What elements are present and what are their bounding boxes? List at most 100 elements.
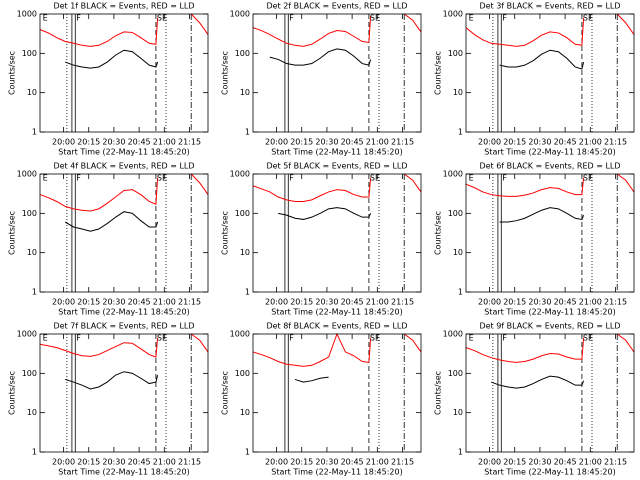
x-tick-label: 20:00 xyxy=(52,458,75,467)
panel: Det 9f BLACK = Events, RED = LLD Counts/s… xyxy=(434,322,635,477)
plot-frame xyxy=(39,173,209,293)
x-tick-label: 21:00 xyxy=(366,298,389,307)
panel: Det 4f BLACK = Events, RED = LLD Counts/s… xyxy=(8,162,209,317)
y-tick-label: 1 xyxy=(245,288,250,297)
annotation: F xyxy=(502,334,507,343)
y-axis-label: Counts/sec xyxy=(8,211,17,255)
annotation: F xyxy=(502,14,507,23)
x-axis-label: Start Time (22-May-11 18:45:20) xyxy=(58,308,189,317)
x-tick-label: 21:00 xyxy=(579,298,602,307)
x-tick-label: 20:00 xyxy=(265,298,288,307)
x-tick-label: 21:00 xyxy=(366,458,389,467)
x-tick-label: 20:30 xyxy=(315,138,338,147)
x-tick-label: 20:45 xyxy=(554,138,577,147)
panel: Det 3f BLACK = Events, RED = LLD Counts/s… xyxy=(434,2,635,157)
y-tick-label: 100 xyxy=(235,209,250,218)
panel-title: Det 9f BLACK = Events, RED = LLD xyxy=(479,322,620,331)
y-tick-label: 10 xyxy=(240,248,250,257)
x-tick-label: 20:45 xyxy=(128,458,151,467)
data-line xyxy=(65,371,159,390)
plot-frame xyxy=(39,13,209,133)
panel-title: Det 1f BLACK = Events, RED = LLD xyxy=(53,2,194,11)
x-tick-label: 20:45 xyxy=(341,138,364,147)
x-tick-label: 21:15 xyxy=(604,458,627,467)
data-line xyxy=(39,13,209,47)
data-line xyxy=(491,375,585,389)
x-axis-label: Start Time (22-May-11 18:45:20) xyxy=(58,468,189,477)
x-tick-label: 20:45 xyxy=(128,298,151,307)
data-line xyxy=(65,49,159,69)
y-tick-label: 1 xyxy=(32,448,37,457)
y-tick-label: 1000 xyxy=(17,330,37,339)
x-tick-label: 20:30 xyxy=(315,298,338,307)
annotation: F xyxy=(76,334,81,343)
y-tick-label: 1000 xyxy=(17,10,37,19)
panel: Det 1f BLACK = Events, RED = LLD Counts/s… xyxy=(8,2,209,157)
x-tick-label: 20:30 xyxy=(528,298,551,307)
x-tick-label: 20:30 xyxy=(102,138,125,147)
data-line xyxy=(252,332,422,367)
data-line xyxy=(499,49,585,70)
y-tick-label: 10 xyxy=(27,248,37,257)
data-line xyxy=(39,333,209,358)
plot-frame xyxy=(39,333,209,453)
x-axis-label: Start Time (22-May-11 18:45:20) xyxy=(271,148,402,157)
x-tick-label: 20:45 xyxy=(128,138,151,147)
x-tick-label: 20:15 xyxy=(503,138,526,147)
annotation: E xyxy=(43,14,48,23)
plot-frame xyxy=(252,13,422,133)
y-axis-label: Counts/sec xyxy=(221,211,230,255)
x-tick-label: 20:45 xyxy=(554,298,577,307)
y-tick-label: 1 xyxy=(458,128,463,137)
y-axis-label: Counts/sec xyxy=(434,51,443,95)
annotation: F xyxy=(76,174,81,183)
x-tick-label: 20:30 xyxy=(315,458,338,467)
annotation: E xyxy=(43,174,48,183)
y-tick-label: 10 xyxy=(453,88,463,97)
data-line xyxy=(499,207,585,223)
annotation: SE xyxy=(157,334,167,343)
x-tick-label: 20:45 xyxy=(341,298,364,307)
panel: Det 2f BLACK = Events, RED = LLD Counts/s… xyxy=(221,2,422,157)
y-tick-label: 100 xyxy=(448,209,463,218)
y-tick-label: 100 xyxy=(22,49,37,58)
y-tick-label: 10 xyxy=(27,88,37,97)
y-tick-label: 1 xyxy=(245,448,250,457)
x-axis-label: Start Time (22-May-11 18:45:20) xyxy=(58,148,189,157)
x-tick-label: 21:15 xyxy=(391,138,414,147)
panel-title: Det 2f BLACK = Events, RED = LLD xyxy=(266,2,407,11)
x-tick-label: 20:15 xyxy=(290,458,313,467)
annotation: E xyxy=(43,334,48,343)
data-line xyxy=(39,173,209,212)
x-tick-label: 20:00 xyxy=(52,298,75,307)
y-tick-label: 100 xyxy=(235,49,250,58)
annotation: SE xyxy=(583,14,593,23)
y-tick-label: 100 xyxy=(448,369,463,378)
annotation: E xyxy=(469,14,474,23)
x-tick-label: 20:15 xyxy=(503,458,526,467)
data-line xyxy=(269,48,372,66)
y-tick-label: 1000 xyxy=(230,170,250,179)
panel-title: Det 8f BLACK = Events, RED = LLD xyxy=(266,322,407,331)
y-tick-label: 1000 xyxy=(443,170,463,179)
panel-title: Det 5f BLACK = Events, RED = LLD xyxy=(266,162,407,171)
x-axis-label: Start Time (22-May-11 18:45:20) xyxy=(271,468,402,477)
y-axis-label: Counts/sec xyxy=(221,371,230,415)
data-line xyxy=(278,207,372,220)
y-tick-label: 10 xyxy=(453,408,463,417)
plot-frame xyxy=(252,173,422,293)
annotation: F xyxy=(289,14,294,23)
y-tick-label: 1000 xyxy=(443,10,463,19)
y-tick-label: 1000 xyxy=(17,170,37,179)
y-tick-label: 100 xyxy=(22,209,37,218)
y-tick-label: 1 xyxy=(458,448,463,457)
x-axis-label: Start Time (22-May-11 18:45:20) xyxy=(484,148,615,157)
annotation: F xyxy=(76,14,81,23)
y-axis-label: Counts/sec xyxy=(8,51,17,95)
data-line xyxy=(252,173,422,202)
x-tick-label: 20:15 xyxy=(503,298,526,307)
plot-frame xyxy=(252,333,422,453)
x-tick-label: 21:00 xyxy=(153,298,176,307)
annotation: SE xyxy=(157,14,167,23)
x-tick-label: 20:00 xyxy=(478,138,501,147)
